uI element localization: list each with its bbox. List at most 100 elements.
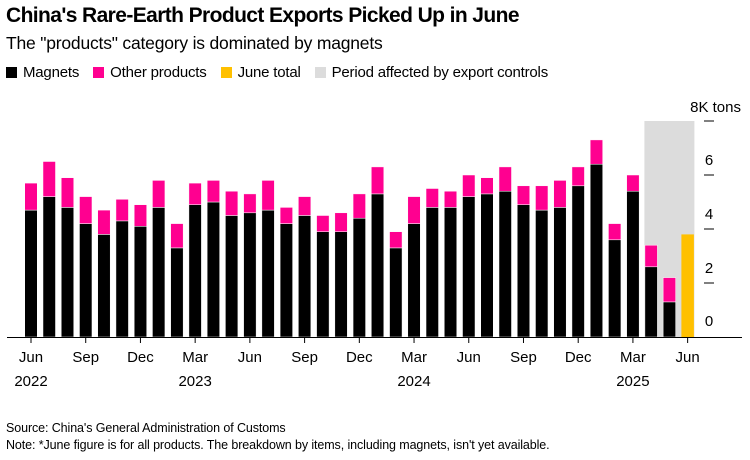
bar-magnets: [407, 223, 421, 338]
x-tick-label-year: 2025: [616, 373, 649, 390]
bar-magnets: [115, 220, 129, 338]
bar-magnets: [79, 223, 93, 338]
bar-other-products: [316, 215, 330, 232]
y-tick-label: 2: [705, 260, 713, 277]
legend-item-magnets: Magnets: [6, 64, 79, 81]
bar-other-products: [498, 166, 512, 192]
x-tick-label-month: Dec: [127, 349, 154, 366]
bar-magnets: [462, 196, 476, 338]
x-tick-label-month: Sep: [291, 349, 318, 366]
bar-other-products: [115, 199, 129, 222]
x-tick-label-month: Jun: [457, 349, 481, 366]
bar-other-products: [425, 188, 439, 208]
bar-other-products: [608, 223, 622, 241]
bar-other-products: [371, 166, 385, 195]
bar-other-products: [243, 193, 257, 214]
bar-other-products: [535, 185, 549, 211]
x-tick-label-month: Dec: [346, 349, 373, 366]
y-axis-unit-label: 8K tons: [690, 99, 741, 116]
bar-magnets: [425, 207, 439, 338]
legend-label-other-products: Other products: [110, 64, 207, 81]
bar-magnets: [571, 185, 585, 338]
bar-other-products: [644, 244, 658, 268]
bar-other-products: [24, 182, 38, 211]
bar-other-products: [662, 277, 676, 303]
legend-swatch-june-total: [220, 67, 232, 78]
bar-other-products: [571, 166, 585, 187]
bar-other-products: [389, 231, 403, 249]
bar-other-products: [60, 177, 74, 208]
bar-magnets: [662, 301, 676, 338]
x-tick-label-month: Jun: [238, 349, 262, 366]
x-tick-label-month: Mar: [620, 349, 646, 366]
bar-magnets: [42, 196, 56, 338]
bar-magnets: [444, 207, 458, 338]
y-tick-label: 4: [705, 206, 713, 223]
legend-item-other-products: Other products: [93, 64, 207, 81]
bar-other-products: [188, 182, 202, 205]
legend-label-june-total: June total: [237, 64, 301, 81]
x-tick-label-month: Sep: [72, 349, 99, 366]
legend-item-export-controls: Period affected by export controls: [314, 64, 549, 81]
legend-label-magnets: Magnets: [23, 64, 80, 81]
bar-magnets: [589, 163, 603, 338]
bar-other-products: [152, 180, 166, 208]
bar-magnets: [516, 204, 530, 338]
bar-magnets: [553, 207, 567, 338]
bar-other-products: [444, 190, 458, 208]
chart-title: China's Rare-Earth Product Exports Picke…: [6, 4, 520, 27]
bar-magnets: [243, 212, 257, 338]
x-tick-label-month: Mar: [182, 349, 208, 366]
bar-other-products: [462, 174, 476, 197]
bar-magnets: [225, 215, 239, 338]
bar-other-products: [279, 207, 293, 224]
bar-magnets: [352, 217, 366, 338]
note-text: Note: *June figure is for all products. …: [6, 438, 550, 452]
bar-magnets: [261, 209, 275, 338]
bar-magnets: [24, 209, 38, 338]
legend-item-june-total: June total: [220, 64, 301, 81]
bar-other-products: [42, 161, 56, 197]
bar-other-products: [225, 190, 239, 216]
bar-magnets: [371, 193, 385, 338]
bar-magnets: [97, 234, 111, 338]
bar-other-products: [298, 196, 312, 216]
y-tick-label: 0: [705, 313, 713, 330]
legend-label-export-controls: Period affected by export controls: [331, 64, 549, 81]
legend-swatch-magnets: [6, 67, 17, 78]
bar-other-products: [626, 174, 640, 192]
bar-other-products: [97, 209, 111, 235]
bar-magnets: [480, 193, 494, 338]
x-tick-label-month: Jun: [676, 349, 700, 366]
x-tick-label-year: 2022: [14, 373, 47, 390]
bar-magnets: [626, 190, 640, 338]
x-tick-label-month: Dec: [565, 349, 592, 366]
bar-magnets: [152, 207, 166, 338]
bar-magnets: [170, 247, 184, 338]
bar-other-products: [170, 223, 184, 249]
bar-other-products: [516, 185, 530, 205]
bar-magnets: [279, 223, 293, 338]
bar-magnets: [60, 207, 74, 338]
bar-magnets: [334, 231, 348, 338]
x-tick-label-month: Jun: [19, 349, 43, 366]
bar-magnets: [644, 266, 658, 338]
bar-magnets: [188, 204, 202, 338]
y-tick-label: 6: [705, 152, 713, 169]
bar-magnets: [133, 226, 147, 338]
bar-other-products: [352, 193, 366, 219]
bar-magnets: [316, 231, 330, 338]
bar-june-total: [681, 234, 694, 337]
legend-swatch-export-controls: [314, 67, 326, 78]
bar-magnets: [206, 201, 220, 338]
source-text: Source: China's General Administration o…: [6, 421, 286, 435]
bar-magnets: [608, 239, 622, 338]
x-tick-label-year: 2023: [178, 373, 211, 390]
bar-magnets: [298, 215, 312, 338]
x-tick-label-year: 2024: [397, 373, 430, 390]
legend-swatch-other-products: [93, 67, 105, 78]
bar-other-products: [334, 212, 348, 232]
bar-other-products: [589, 139, 603, 165]
chart-subtitle: The "products" category is dominated by …: [6, 33, 383, 53]
